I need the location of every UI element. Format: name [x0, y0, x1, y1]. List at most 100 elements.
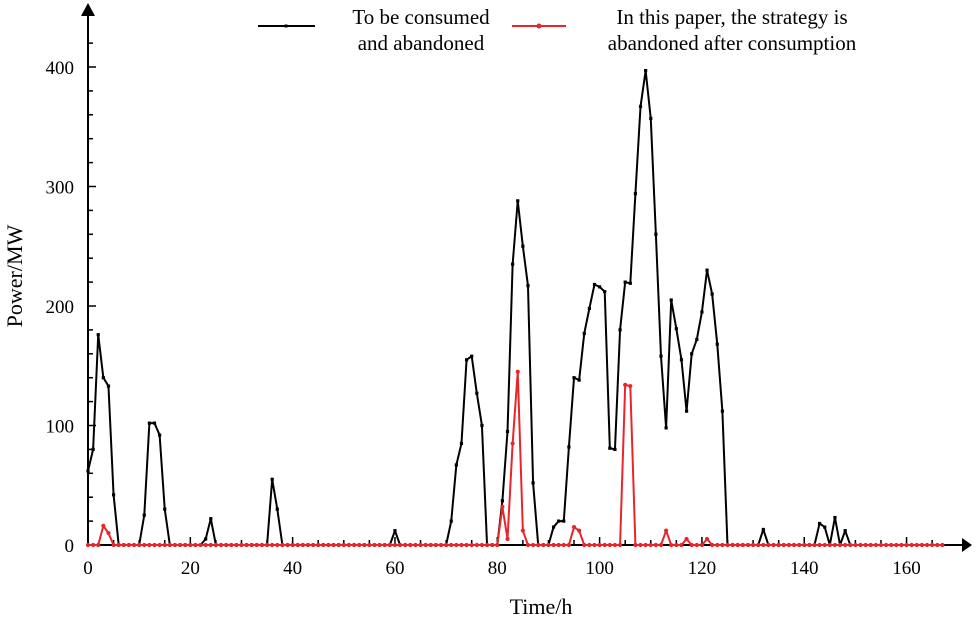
- data-point-red: [577, 528, 582, 533]
- data-point-red: [147, 542, 152, 548]
- y-axis-arrow: [81, 3, 95, 16]
- data-point-red: [275, 542, 280, 548]
- data-point-red: [735, 542, 740, 548]
- data-point-red: [541, 542, 546, 548]
- data-point-black: [572, 376, 576, 380]
- data-point-red: [285, 542, 290, 548]
- data-point-black: [618, 328, 622, 332]
- data-point-red: [653, 542, 658, 548]
- data-point-red: [592, 542, 597, 548]
- data-point-black: [158, 433, 162, 437]
- data-point-red: [270, 542, 275, 548]
- legend-item-black: To be consumed and abandoned: [258, 5, 490, 55]
- data-point-red: [188, 542, 193, 548]
- data-point-red: [525, 542, 531, 548]
- data-point-red: [873, 542, 878, 548]
- data-point-black: [562, 519, 566, 523]
- data-point-red: [843, 542, 848, 548]
- data-point-black: [659, 354, 663, 358]
- y-tick-label: 300: [46, 178, 75, 199]
- data-point-red: [551, 542, 556, 548]
- data-point-red: [500, 504, 505, 509]
- data-point-red: [643, 542, 648, 548]
- data-point-black: [843, 529, 847, 533]
- series-line-black: [87, 69, 852, 546]
- data-point-black: [695, 337, 699, 342]
- data-point-red: [827, 542, 832, 548]
- data-point-red: [249, 542, 254, 548]
- data-point-red: [85, 542, 91, 548]
- data-point-black: [664, 426, 668, 430]
- data-point-red: [628, 383, 633, 389]
- x-tick-label: 100: [585, 558, 614, 579]
- data-point-black: [521, 244, 525, 248]
- data-point-red: [812, 542, 817, 548]
- data-point-red: [479, 542, 485, 548]
- legend-label-black-line2: and abandoned: [358, 31, 485, 55]
- data-point-red: [428, 542, 433, 548]
- data-point-red: [362, 542, 367, 548]
- data-point-red: [802, 542, 807, 548]
- data-point-red: [121, 542, 126, 548]
- data-point-red: [464, 542, 469, 548]
- data-point-black: [270, 477, 274, 481]
- y-tick-label: 100: [46, 417, 75, 438]
- data-point-red: [229, 542, 234, 548]
- data-point-red: [116, 542, 121, 548]
- data-point-black: [603, 290, 607, 294]
- data-point-red: [300, 542, 305, 548]
- data-point-red: [377, 542, 382, 548]
- legend: To be consumed and abandoned In this pap…: [258, 5, 857, 55]
- data-point-red: [198, 542, 203, 548]
- data-point-black: [690, 352, 694, 356]
- data-point-red: [756, 542, 761, 548]
- data-point-red: [878, 542, 884, 548]
- data-point-red: [336, 542, 341, 548]
- data-point-red: [817, 542, 822, 548]
- data-point-red: [387, 542, 392, 548]
- data-point-red: [623, 382, 628, 387]
- data-point-red: [111, 542, 116, 548]
- data-point-red: [894, 542, 899, 548]
- data-point-red: [530, 542, 536, 548]
- data-point-red: [326, 542, 331, 548]
- data-point-red: [438, 542, 444, 548]
- data-point-red: [930, 542, 935, 548]
- data-point-red: [582, 542, 587, 548]
- y-axis-label: Power/MW: [2, 224, 27, 327]
- y-tick-label: 0: [65, 536, 75, 557]
- data-point-red: [587, 542, 592, 548]
- data-point-red: [786, 542, 791, 548]
- data-point-black: [91, 447, 95, 451]
- data-point-red: [699, 542, 705, 548]
- x-tick-labels: 0 20 40 60 80 100 120 140 160: [83, 558, 921, 579]
- data-point-red: [899, 542, 904, 548]
- data-point-red: [822, 542, 827, 548]
- data-point-red: [536, 542, 541, 548]
- data-point-black: [582, 331, 586, 336]
- data-point-red: [797, 542, 802, 548]
- data-point-red: [474, 542, 479, 548]
- data-point-red: [664, 528, 669, 533]
- data-point-red: [321, 542, 326, 548]
- data-point-red: [367, 542, 372, 548]
- data-point-red: [193, 542, 198, 548]
- data-point-red: [648, 542, 653, 548]
- data-point-red: [858, 542, 863, 548]
- data-point-red: [157, 542, 162, 548]
- data-point-red: [520, 528, 525, 533]
- data-point-red: [889, 542, 894, 548]
- data-point-red: [469, 542, 474, 548]
- data-point-red: [167, 542, 172, 548]
- data-point-black: [654, 232, 658, 236]
- data-point-red: [454, 542, 459, 548]
- data-point-red: [290, 542, 295, 548]
- data-point-red: [689, 542, 694, 548]
- data-point-red: [172, 542, 178, 548]
- data-point-red: [561, 542, 566, 548]
- data-point-black: [638, 104, 643, 109]
- data-point-red: [807, 542, 812, 548]
- data-point-red: [280, 542, 285, 548]
- data-point-red: [715, 542, 720, 548]
- data-point-black: [511, 262, 515, 266]
